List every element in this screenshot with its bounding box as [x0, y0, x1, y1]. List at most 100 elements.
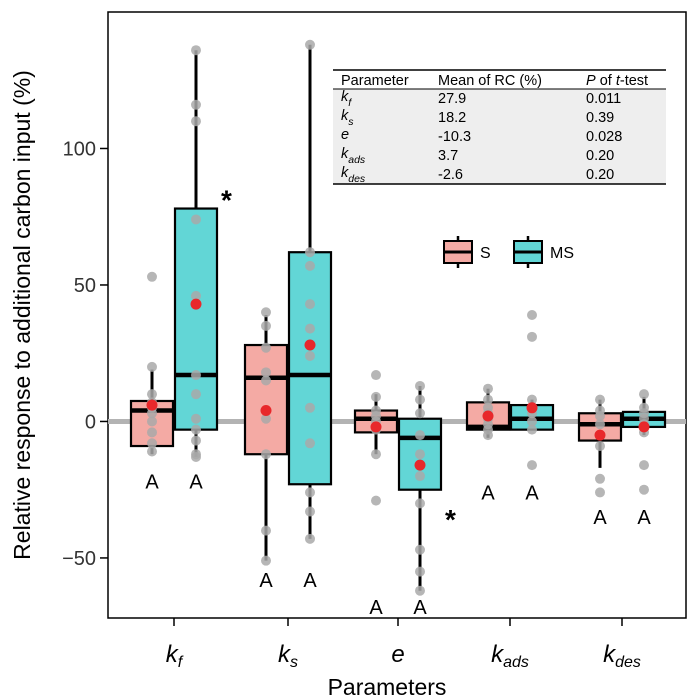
data-point [305, 487, 315, 498]
data-point [147, 416, 157, 427]
x-tick-label: kads [491, 641, 529, 671]
table-header-parameter: Parameter [341, 73, 409, 89]
mean-point [482, 410, 494, 422]
significance-letter: A [525, 482, 539, 504]
data-point [261, 555, 271, 566]
table-header-p: P of t-test [586, 73, 648, 89]
box-MS-4: A [621, 389, 667, 529]
data-point [191, 45, 201, 56]
data-point [639, 460, 649, 471]
legend-item-S: S [443, 236, 491, 268]
data-point [483, 394, 493, 405]
data-point [595, 441, 605, 452]
x-tick-label: e [391, 641, 404, 668]
data-point [191, 435, 201, 446]
table-cell-parameter: kads [341, 146, 366, 166]
data-point [415, 498, 425, 509]
legend: S MS [443, 236, 574, 268]
data-point [595, 394, 605, 405]
data-point [415, 449, 425, 460]
data-point [483, 383, 493, 394]
data-point [305, 402, 315, 413]
data-point [371, 449, 381, 460]
data-point [191, 424, 201, 435]
data-point [191, 99, 201, 110]
table-cell-p: 0.011 [586, 91, 621, 107]
inset-table: Parameter Mean of RC (%) P of t-test kf 27.9… [333, 69, 666, 185]
data-point [527, 460, 537, 471]
table-header-mean: Mean of RC (%) [438, 73, 542, 89]
data-point [261, 307, 271, 318]
y-tick-label: 50 [74, 275, 96, 297]
legend-label: S [480, 245, 491, 262]
mean-point [594, 429, 606, 441]
x-tick-label: kdes [603, 641, 641, 671]
data-point [415, 408, 425, 419]
data-point [305, 247, 315, 258]
mean-point [370, 421, 382, 433]
data-point [261, 375, 271, 386]
data-point [261, 413, 271, 424]
data-point [595, 487, 605, 498]
data-point [147, 427, 157, 438]
significance-star: * [445, 504, 456, 535]
box-S-3: A [465, 383, 511, 504]
table-cell-p: 0.028 [586, 129, 622, 145]
table-cell-mean: 3.7 [438, 148, 458, 164]
significance-star: * [221, 185, 232, 216]
data-point [147, 446, 157, 457]
data-point [415, 471, 425, 482]
data-point [191, 214, 201, 225]
legend-label: MS [550, 245, 574, 262]
data-point [147, 408, 157, 419]
box-S-2: A [353, 370, 399, 619]
x-tick-label: ks [278, 641, 298, 671]
data-point [191, 451, 201, 462]
data-point [191, 290, 201, 301]
data-point [415, 394, 425, 405]
data-point [261, 320, 271, 331]
box-body [287, 251, 333, 486]
box-MS-2: A* [397, 380, 456, 619]
x-tick-label: kf [166, 641, 184, 671]
y-tick-label: 0 [85, 411, 96, 433]
data-point [527, 394, 537, 405]
box-MS-1: A [287, 39, 333, 592]
data-point [147, 438, 157, 449]
data-point [147, 389, 157, 400]
data-point [415, 380, 425, 391]
x-axis-title: Parameters [328, 674, 447, 700]
box-S-4: A [577, 394, 623, 529]
data-point [305, 323, 315, 334]
table-cell-parameter: ks [341, 108, 354, 128]
data-point [305, 299, 315, 310]
table-body-background [333, 89, 666, 184]
data-point [261, 342, 271, 353]
data-point [191, 116, 201, 127]
data-point [595, 473, 605, 484]
data-point [527, 331, 537, 342]
table-cell-parameter: kdes [341, 165, 366, 185]
data-point [191, 389, 201, 400]
data-point [415, 566, 425, 577]
data-point [527, 416, 537, 427]
data-point [595, 419, 605, 430]
y-tick-label: 100 [63, 138, 96, 160]
table-cell-parameter: e [341, 127, 349, 143]
significance-letter: A [189, 472, 203, 494]
table-cell-p: 0.39 [586, 110, 614, 126]
significance-letter: A [145, 472, 159, 494]
data-point [305, 350, 315, 361]
y-axis-title: Relative response to additional carbon i… [9, 70, 35, 560]
significance-letter: A [259, 570, 273, 592]
data-point [305, 39, 315, 50]
box-S-1: A [243, 307, 289, 592]
mean-point [304, 339, 316, 351]
data-point [261, 449, 271, 460]
significance-letter: A [413, 597, 427, 619]
data-point [305, 260, 315, 271]
data-point [305, 438, 315, 449]
